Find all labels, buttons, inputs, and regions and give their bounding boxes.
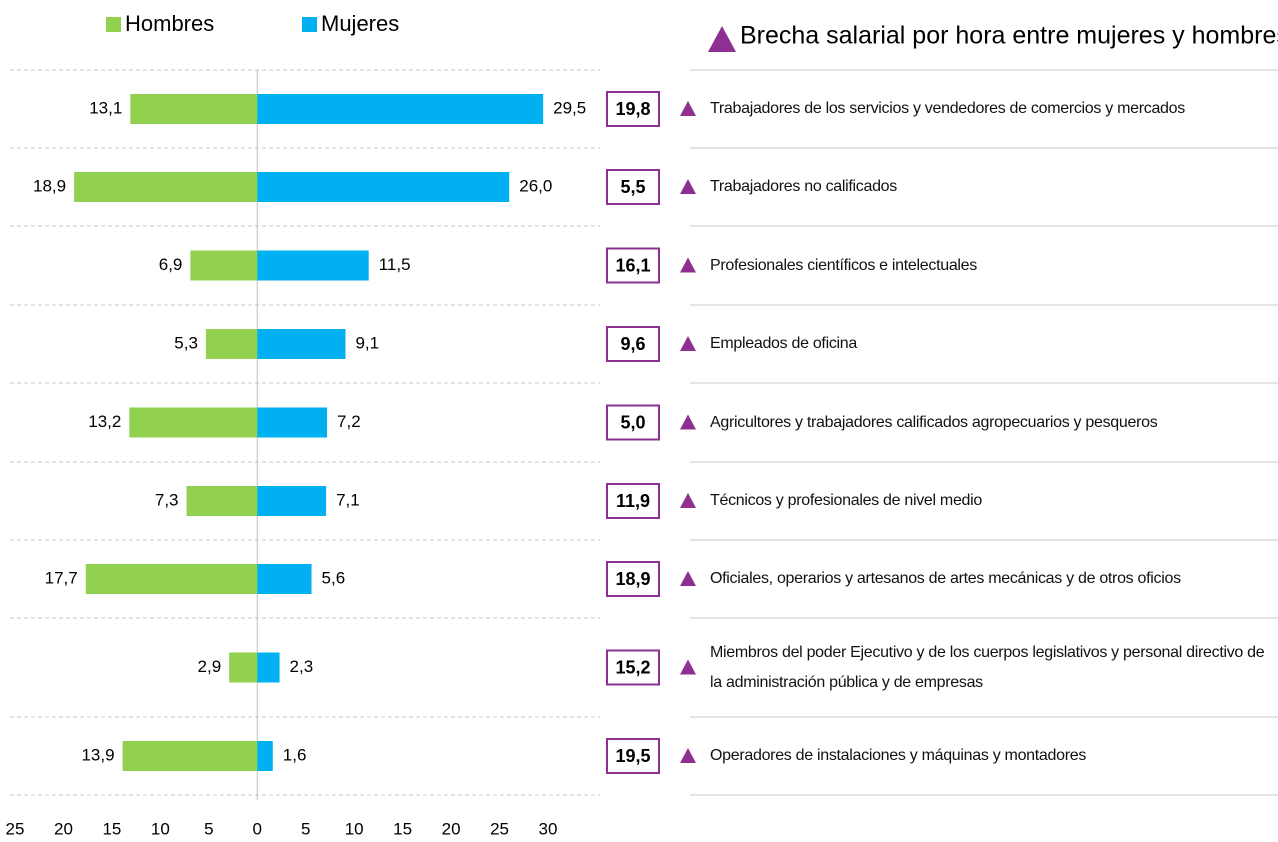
- value-label: 1,6: [283, 745, 307, 764]
- gap-label: 16,1: [615, 255, 650, 275]
- bar: [85, 564, 258, 594]
- bar: [257, 652, 280, 683]
- value-label: 7,2: [337, 412, 361, 431]
- x-tick-label: 15: [102, 819, 121, 838]
- gap-label: 5,0: [620, 412, 645, 432]
- gap-label: 5,5: [620, 177, 645, 197]
- x-tick-label: 5: [301, 819, 310, 838]
- gap-triangle: [680, 257, 696, 273]
- bar: [257, 564, 312, 594]
- gap-label: 15,2: [615, 657, 650, 677]
- gap-box: [606, 483, 660, 519]
- bar: [129, 407, 258, 438]
- gap-box: [606, 649, 660, 686]
- x-tick-label: 0: [253, 819, 262, 838]
- bar: [122, 741, 258, 771]
- x-tick-label: 10: [345, 819, 364, 838]
- gap-label: 9,6: [620, 334, 645, 354]
- gap-label: 19,8: [615, 99, 650, 119]
- gap-box: [606, 169, 660, 205]
- x-tick-label: 20: [54, 819, 73, 838]
- x-tick-label: 5: [204, 819, 213, 838]
- gap-triangle: [680, 336, 696, 351]
- gap-triangle: [680, 414, 696, 430]
- value-label: 7,1: [336, 490, 360, 509]
- value-label: 29,5: [553, 98, 586, 117]
- value-label: 9,1: [355, 333, 379, 352]
- x-tick-label: 25: [490, 819, 509, 838]
- bar: [257, 407, 328, 438]
- gap-triangle: [680, 493, 696, 508]
- category-label: Agricultores y trabajadores calificados …: [710, 413, 1158, 431]
- category-label: Profesionales científicos e intelectuale…: [710, 256, 977, 274]
- value-label: 17,7: [45, 568, 78, 587]
- bar: [257, 94, 544, 124]
- gap-title: Brecha salarial por hora entre mujeres y…: [740, 22, 1278, 50]
- value-label: 6,9: [159, 255, 183, 274]
- category-label: Técnicos y profesionales de nivel medio: [710, 492, 983, 509]
- gap-box: [606, 247, 660, 284]
- value-label: 13,1: [89, 98, 122, 117]
- bar: [229, 652, 258, 683]
- x-tick-label: 25: [6, 819, 25, 838]
- bar: [257, 172, 510, 202]
- category-label: Trabajadores no calificados: [710, 178, 897, 195]
- bar: [130, 94, 258, 124]
- value-label: 13,2: [88, 412, 121, 431]
- bar: [257, 329, 346, 359]
- bar: [257, 486, 327, 516]
- bar: [186, 486, 258, 516]
- category-label: Trabajadores de los servicios y vendedor…: [710, 100, 1185, 117]
- value-label: 5,3: [174, 333, 198, 352]
- gap-box: [606, 326, 660, 362]
- bar: [257, 741, 273, 771]
- category-label: Miembros del poder Ejecutivo y de los cu…: [710, 643, 1265, 691]
- bar: [74, 172, 258, 202]
- bar: [190, 250, 258, 281]
- value-label: 7,3: [155, 490, 179, 509]
- gap-label: 11,9: [616, 491, 650, 511]
- gap-box: [606, 404, 660, 441]
- legend-label: Hombres: [125, 11, 214, 36]
- legend-swatch: [106, 17, 121, 32]
- value-label: 13,9: [81, 745, 114, 764]
- x-tick-label: 10: [151, 819, 170, 838]
- value-label: 18,9: [33, 176, 66, 195]
- gap-label: 19,5: [615, 746, 650, 766]
- category-label: Oficiales, operarios y artesanos de arte…: [710, 570, 1181, 587]
- bar: [205, 329, 258, 359]
- value-label: 2,3: [290, 657, 314, 676]
- value-label: 11,5: [379, 255, 411, 274]
- x-tick-label: 15: [393, 819, 412, 838]
- gap-triangle: [680, 571, 696, 586]
- category-label: Operadores de instalaciones y máquinas y…: [710, 747, 1087, 764]
- category-label: Empleados de oficina: [710, 335, 857, 352]
- legend-label: Mujeres: [321, 11, 399, 36]
- value-label: 2,9: [198, 657, 222, 676]
- gap-box: [606, 91, 660, 127]
- gap-label: 18,9: [615, 569, 650, 589]
- title-triangle: [708, 26, 736, 52]
- gap-box: [606, 738, 660, 774]
- gap-box: [606, 561, 660, 597]
- value-label: 26,0: [519, 176, 552, 195]
- gap-triangle: [680, 659, 696, 675]
- gap-triangle: [680, 748, 696, 763]
- bar: [257, 250, 369, 281]
- gap-triangle: [680, 101, 696, 116]
- x-tick-label: 20: [442, 819, 461, 838]
- legend-swatch: [302, 17, 317, 32]
- value-label: 5,6: [322, 568, 346, 587]
- x-tick-label: 30: [539, 819, 558, 838]
- gap-triangle: [680, 179, 696, 194]
